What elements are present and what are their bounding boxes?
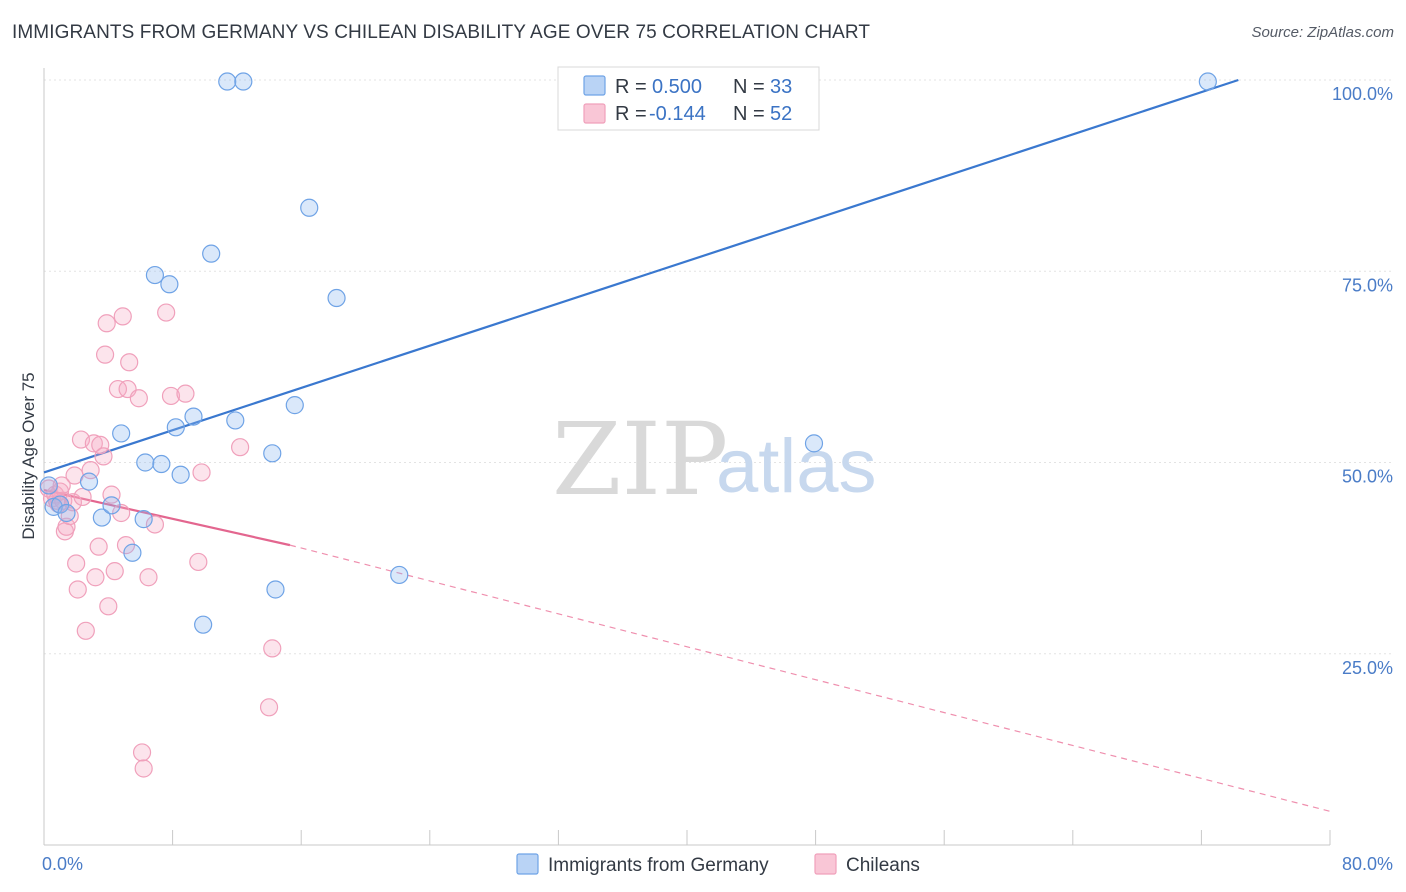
grid — [44, 79, 1392, 655]
point-chileans-36 — [145, 515, 165, 534]
point-chileans-37 — [157, 303, 176, 322]
point-chileans-21 — [95, 345, 115, 364]
point-germany-18 — [202, 244, 221, 263]
trend-line-chileans — [43, 488, 291, 547]
y-tick-label-100: 100.0% — [1332, 84, 1393, 104]
legend-n-value-germany: 33 — [770, 76, 792, 98]
bottom-legend-swatch-chileans — [814, 853, 837, 875]
point-chileans-24 — [102, 485, 121, 504]
legend-r-value-chileans: -0.144 — [649, 103, 706, 125]
point-germany-20 — [226, 411, 245, 430]
point-germany-24 — [285, 396, 304, 415]
point-germany-4 — [79, 472, 99, 491]
point-chileans-34 — [134, 759, 153, 778]
point-germany-10 — [136, 453, 155, 472]
x-tick-label-min: 0.0% — [42, 854, 83, 874]
point-germany-9 — [134, 510, 153, 529]
point-germany-8 — [123, 543, 142, 562]
point-germany-11 — [145, 265, 165, 285]
legend-n-label-chileans: N = — [733, 103, 765, 125]
legend-n-value-chileans: 52 — [770, 103, 792, 125]
point-chileans-38 — [161, 386, 181, 406]
point-chileans-33 — [132, 743, 152, 762]
x-tick-label-max: 80.0% — [1342, 854, 1393, 874]
x-ticks — [43, 830, 1331, 845]
legend-r-label-chileans: R = — [615, 103, 647, 125]
point-chileans-41 — [192, 463, 211, 482]
point-chileans-32 — [129, 389, 148, 408]
y-axis-label: Disability Age Over 75 — [19, 372, 38, 539]
trend-line-germany — [43, 78, 1239, 474]
y-tick-label-50: 50.0% — [1342, 467, 1393, 487]
point-germany-29 — [1198, 72, 1217, 91]
point-chileans-42 — [231, 438, 250, 457]
trend-line-chileans-extension — [289, 544, 1331, 812]
trend-lines — [43, 78, 1331, 812]
watermark-atlas: atlas — [716, 424, 877, 509]
point-chileans-25 — [105, 562, 124, 581]
point-chileans-27 — [112, 503, 131, 523]
source-label: Source: ZipAtlas.com — [1251, 24, 1394, 41]
point-germany-25 — [300, 198, 319, 217]
legend-box: R = 0.500 N = 33 R = -0.144 N = 52 — [557, 66, 820, 131]
legend-r-label-germany: R = — [615, 76, 647, 98]
point-germany-3 — [57, 503, 76, 523]
point-germany-16 — [184, 407, 203, 426]
point-chileans-18 — [89, 537, 108, 556]
point-chileans-43 — [259, 698, 279, 717]
point-germany-23 — [266, 580, 285, 599]
data-points — [39, 72, 1217, 778]
legend-swatch-chileans — [583, 103, 606, 124]
point-chileans-35 — [139, 568, 158, 587]
bottom-legend: Immigrants from Germany Chileans — [516, 853, 920, 876]
point-chileans-16 — [84, 434, 103, 453]
point-chileans-7 — [57, 517, 76, 536]
bottom-legend-label-germany: Immigrants from Germany — [548, 855, 769, 876]
watermark: ZIP atlas — [552, 401, 877, 518]
bottom-legend-swatch-germany — [516, 853, 539, 875]
point-chileans-31 — [120, 353, 139, 372]
point-germany-13 — [160, 275, 179, 294]
point-chileans-26 — [108, 379, 128, 399]
point-chileans-20 — [94, 447, 113, 466]
point-chileans-11 — [67, 554, 86, 573]
y-tick-label-25: 25.0% — [1342, 658, 1393, 678]
point-germany-17 — [194, 615, 213, 634]
point-chileans-39 — [176, 384, 195, 403]
point-germany-21 — [234, 72, 253, 91]
point-chileans-15 — [81, 461, 100, 480]
point-chileans-14 — [76, 621, 95, 640]
legend-swatch-germany — [583, 75, 606, 96]
y-tick-label-75: 75.0% — [1342, 275, 1393, 295]
point-chileans-44 — [263, 639, 282, 658]
point-chileans-40 — [189, 552, 208, 572]
bottom-legend-label-chileans: Chileans — [846, 855, 920, 876]
point-germany-12 — [152, 454, 171, 474]
point-chileans-22 — [97, 314, 116, 333]
y-tick-labels: 25.0% 50.0% 75.0% 100.0% — [1332, 84, 1393, 678]
watermark-zip: ZIP — [552, 401, 728, 518]
point-germany-0 — [39, 476, 58, 495]
point-germany-14 — [166, 418, 185, 437]
point-germany-7 — [112, 424, 131, 443]
point-germany-27 — [390, 565, 409, 585]
point-germany-6 — [102, 496, 121, 515]
point-chileans-23 — [99, 597, 118, 616]
point-germany-19 — [218, 72, 237, 91]
point-chileans-19 — [91, 435, 110, 455]
point-germany-28 — [804, 434, 824, 453]
point-chileans-12 — [68, 580, 87, 599]
point-germany-26 — [327, 288, 346, 308]
point-chileans-17 — [86, 568, 105, 587]
point-germany-5 — [92, 508, 111, 527]
chart-title: IMMIGRANTS FROM GERMANY VS CHILEAN DISAB… — [12, 22, 871, 43]
point-germany-22 — [263, 444, 282, 463]
point-chileans-45 — [73, 487, 92, 507]
point-germany-15 — [171, 465, 190, 484]
point-chileans-28 — [113, 307, 132, 326]
legend-r-value-germany: 0.500 — [652, 76, 702, 98]
legend-n-label-germany: N = — [733, 76, 765, 98]
